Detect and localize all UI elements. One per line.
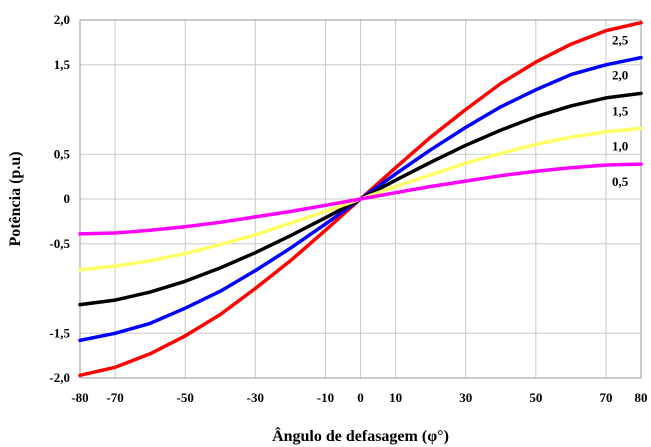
- x-tick-label: 0: [357, 390, 364, 405]
- series-lines: [78, 20, 643, 378]
- x-tick-label: -30: [247, 390, 264, 405]
- x-tick-label: 10: [389, 390, 402, 405]
- y-tick-label: 1,5: [54, 57, 71, 72]
- y-tick-label: 0: [64, 191, 71, 206]
- x-tick-label: -10: [317, 390, 334, 405]
- y-axis-title: Potência (p.u): [7, 151, 24, 246]
- x-tick-label: -70: [106, 390, 123, 405]
- x-tick-label: 50: [529, 390, 542, 405]
- y-tick-labels: 2,0 1,5 0,5 0 -0,5 -1,5 -2,0: [49, 12, 70, 385]
- series-label: 2,0: [612, 68, 628, 83]
- series-label: 1,5: [612, 103, 629, 118]
- x-tick-label: 70: [599, 390, 612, 405]
- y-tick-label: -0,5: [49, 236, 70, 251]
- series-line: [78, 162, 643, 236]
- x-tick-labels: -80 -70 -50 -30 -10 0 10 30 50 70 80: [71, 390, 647, 405]
- x-tick-label: -50: [177, 390, 194, 405]
- y-tick-label: 0,5: [54, 146, 71, 161]
- series-labels: 2,5 2,0 1,5 1,0 0,5: [612, 33, 629, 189]
- plot-frame: [79, 19, 642, 379]
- y-tick-label: -1,5: [49, 325, 70, 340]
- y-tick-label: -2,0: [49, 370, 70, 385]
- series-label: 1,0: [612, 138, 628, 153]
- x-tick-label: 80: [635, 390, 648, 405]
- series-label: 0,5: [612, 174, 629, 189]
- y-tick-label: 2,0: [54, 12, 70, 27]
- series-label: 2,5: [612, 33, 629, 48]
- x-tick-label: 30: [459, 390, 472, 405]
- x-axis-title: Ângulo de defasagem (φ°): [272, 426, 449, 445]
- x-tick-label: -80: [71, 390, 88, 405]
